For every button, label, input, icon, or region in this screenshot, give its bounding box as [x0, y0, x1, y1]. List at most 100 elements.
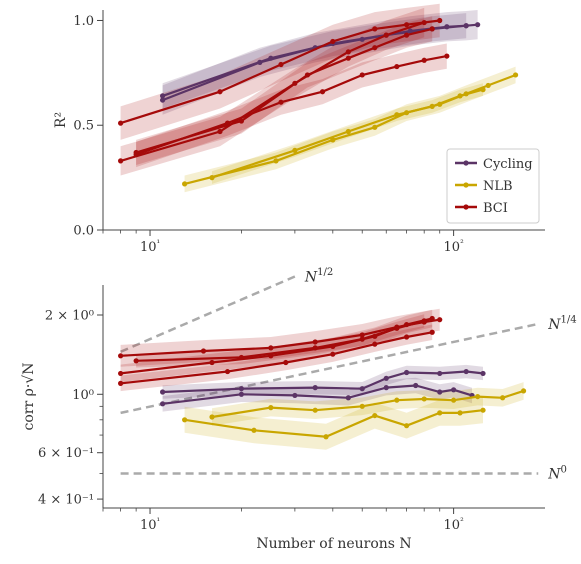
chart-panel-2: 10¹ 10² 4 × 10⁻¹ 6 × 10⁻¹ 10⁰ 2 × 10⁰ corr ρ·√…: [21, 267, 577, 552]
series-point-bci: [268, 345, 274, 351]
series-point-bci: [118, 370, 124, 377]
y-tick-label: 10⁰: [72, 388, 94, 403]
series-point-nlb: [429, 103, 435, 109]
series-point-bci: [304, 72, 311, 78]
y-tick-label: 4 × 10⁻¹: [38, 493, 94, 508]
series-point-bci: [403, 32, 410, 38]
series-point-bci: [312, 345, 318, 351]
series-point-bci: [421, 57, 427, 63]
series-line-bci: [135, 55, 448, 156]
series-point-bci: [319, 89, 326, 95]
series-point-bci: [429, 315, 435, 322]
reference-line-label: N0: [547, 464, 567, 482]
series-point-bci: [394, 63, 400, 70]
series-point-cycling: [268, 55, 274, 61]
series-point-nlb: [480, 407, 486, 413]
series-point-cycling: [475, 22, 481, 28]
reference-line: [120, 275, 296, 353]
series-point-nlb: [182, 417, 188, 423]
series-point-nlb: [421, 396, 427, 402]
series-point-bci: [372, 26, 378, 32]
legend-label-nlb: NLB: [483, 179, 513, 194]
series-point-bci: [224, 368, 231, 375]
series-point-cycling: [463, 368, 469, 375]
chart-panel-1: 10¹ 10² 0.0 0.5 1.0 R² Cycling NLB BCI: [53, 3, 545, 255]
series-point-cycling: [413, 382, 419, 389]
x-tick-label: 10¹: [140, 239, 160, 255]
series-point-nlb: [209, 414, 215, 420]
series-line-bci: [120, 21, 425, 162]
series-point-bci: [133, 149, 139, 156]
series-point-bci: [429, 26, 435, 32]
series-point-bci: [429, 329, 435, 335]
series-point-bci: [437, 317, 443, 323]
series-point-nlb: [451, 397, 457, 403]
series-point-bci: [359, 72, 365, 78]
series-point-bci: [200, 348, 207, 354]
series-point-bci: [238, 354, 245, 361]
series-point-bci: [359, 332, 365, 338]
series-point-cycling: [437, 389, 443, 395]
y-axis-label: R²: [53, 112, 69, 128]
series-point-cycling: [359, 386, 365, 392]
legend-marker-nlb: [463, 182, 469, 188]
series-point-cycling: [238, 386, 245, 392]
series-point-bci: [403, 22, 410, 28]
series-point-nlb: [182, 181, 188, 187]
series-point-nlb: [312, 407, 318, 413]
x-tick-label: 10¹: [140, 517, 160, 533]
y-tick-label: 0.5: [73, 119, 94, 134]
series-point-cycling: [292, 392, 298, 399]
y-tick-label: 1.0: [73, 14, 94, 29]
series-point-nlb: [273, 158, 279, 164]
series-point-bci: [394, 325, 400, 331]
y-tick-label: 0.0: [73, 224, 94, 239]
series-point-bci: [312, 339, 318, 345]
series-point-bci: [118, 353, 124, 359]
series-point-bci: [118, 380, 124, 386]
series-point-nlb: [292, 147, 298, 153]
x-tick-label: 10²: [444, 239, 465, 255]
legend-label-bci: BCI: [483, 201, 508, 216]
series-point-nlb: [500, 395, 506, 401]
y-tick-label: 2 × 10⁰: [45, 309, 94, 324]
series-point-nlb: [394, 397, 400, 403]
series-point-bci: [133, 358, 139, 364]
series-point-bci: [345, 49, 351, 55]
series-point-nlb: [485, 82, 491, 89]
series-point-cycling: [451, 387, 457, 393]
series-point-bci: [118, 120, 124, 126]
series-point-cycling: [383, 375, 389, 381]
series-point-cycling: [437, 370, 443, 377]
series-line-cycling: [162, 24, 467, 97]
reference-line-label: N1/2: [304, 267, 333, 285]
series-band-cycling: [162, 10, 478, 115]
series-point-cycling: [159, 401, 166, 407]
series-point-cycling: [159, 93, 166, 99]
legend-marker-cycling: [463, 160, 469, 166]
series-point-bci: [437, 17, 443, 24]
series-point-nlb: [475, 393, 481, 400]
series-point-bci: [345, 55, 351, 61]
legend-label-cycling: Cycling: [483, 157, 533, 172]
series-point-nlb: [480, 87, 486, 93]
series-point-cycling: [238, 391, 245, 397]
series-point-nlb: [251, 427, 257, 433]
series-point-bci: [238, 118, 245, 124]
legend-box: [446, 148, 540, 224]
series-point-nlb: [209, 175, 215, 181]
series-point-nlb: [437, 410, 443, 416]
series-point-nlb: [457, 93, 463, 99]
series-point-bci: [330, 38, 336, 45]
x-axis-label: Number of neurons N: [256, 536, 411, 552]
series-point-nlb: [520, 388, 527, 394]
series-point-nlb: [268, 405, 274, 411]
series-band-nlb: [212, 382, 524, 426]
series-band-nlb: [184, 66, 516, 193]
series-band-bci: [136, 314, 425, 368]
series-point-cycling: [480, 370, 486, 377]
series-band-cycling: [162, 13, 467, 109]
series-band-nlb: [184, 397, 483, 450]
